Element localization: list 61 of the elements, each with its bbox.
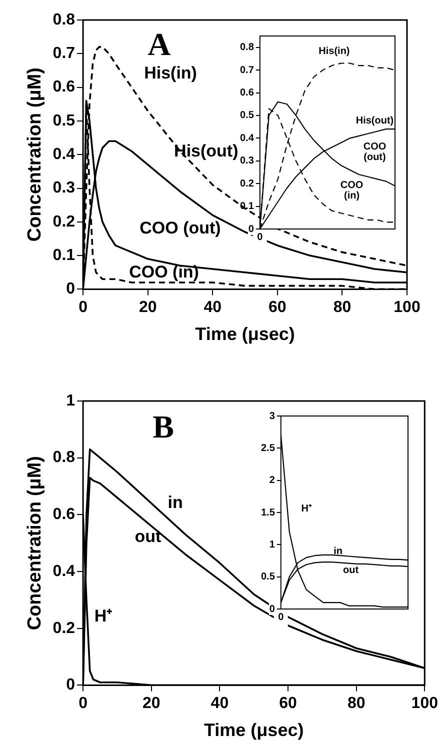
y-axis-title: Concentration (μM) — [24, 456, 46, 630]
x-tick-label: 40 — [204, 299, 222, 316]
y-tick-label: 0 — [66, 280, 76, 298]
y-tick-label: 0.8 — [52, 449, 76, 466]
x-tick-label: 80 — [333, 299, 352, 316]
y-tick-label: 0.1 — [52, 246, 76, 264]
y-tick-label: 0 — [248, 224, 254, 235]
y-tick-label: 2.5 — [260, 442, 276, 454]
y-tick-label: 0.2 — [240, 178, 254, 190]
x-tick-label: 100 — [411, 695, 438, 712]
annotation: His(in) — [318, 46, 350, 58]
y-tick-label: 0.5 — [240, 110, 254, 122]
annotation: COO (out) — [363, 141, 386, 163]
x-tick-label: 60 — [268, 299, 286, 316]
x-tick-label: 0 — [78, 299, 88, 316]
y-tick-label: 0.8 — [240, 42, 254, 54]
annotation: out — [134, 527, 162, 546]
x-tick-label: 60 — [279, 695, 298, 712]
y-tick-label: 0.2 — [52, 620, 76, 637]
x-tick-label: 80 — [347, 695, 366, 712]
y-tick-label: 0.4 — [52, 562, 76, 580]
y-tick-label: 0.2 — [52, 213, 76, 230]
x-tick-label: 20 — [142, 695, 160, 712]
annotation: in — [168, 493, 183, 512]
annotation: His(in) — [144, 64, 197, 83]
y-tick-label: 2 — [269, 475, 276, 486]
annotation: out — [343, 565, 360, 576]
y-tick-label: 0.6 — [52, 506, 76, 524]
y-tick-label: 0 — [66, 676, 76, 694]
annotation: H⁺ — [301, 503, 312, 514]
y-tick-label: 0.4 — [240, 132, 254, 144]
chart-title: A — [148, 26, 171, 62]
y-tick-label: 0.3 — [52, 180, 76, 197]
y-axis-title: Concentration (μM) — [24, 68, 46, 242]
x-tick-label: 0 — [78, 695, 88, 712]
y-tick-label: 0 — [269, 604, 276, 615]
chart-title: B — [152, 408, 174, 445]
y-tick-label: 1 — [66, 392, 76, 410]
x-tick-label: 20 — [138, 299, 157, 316]
y-tick-label: 0.6 — [240, 88, 254, 99]
y-tick-label: 3 — [269, 410, 276, 422]
y-tick-label: 0.7 — [52, 45, 76, 62]
x-tick-label: 40 — [210, 695, 229, 712]
x-axis-title: Time (μsec) — [195, 324, 295, 344]
y-tick-label: 0.7 — [240, 64, 254, 76]
x-axis-title: Time (μsec) — [204, 720, 304, 740]
y-tick-label: 1.5 — [260, 507, 276, 518]
annotation: COO (out) — [140, 218, 221, 238]
y-tick-label: 0.5 — [260, 572, 276, 583]
x-tick-label: 100 — [394, 299, 420, 316]
y-tick-label: 0.8 — [52, 11, 76, 28]
y-tick-label: 0.6 — [52, 78, 76, 96]
annotation: H⁺ — [94, 606, 113, 626]
annotation: COO (in) — [340, 180, 364, 202]
annotation: in — [334, 546, 343, 557]
y-tick-label: 1 — [269, 539, 276, 550]
annotation: His(out) — [174, 142, 238, 161]
y-tick-label: 0.5 — [52, 112, 76, 130]
y-tick-label: 0.4 — [52, 146, 76, 164]
annotation: His(out) — [356, 116, 394, 127]
y-tick-label: 0.3 — [240, 156, 254, 167]
